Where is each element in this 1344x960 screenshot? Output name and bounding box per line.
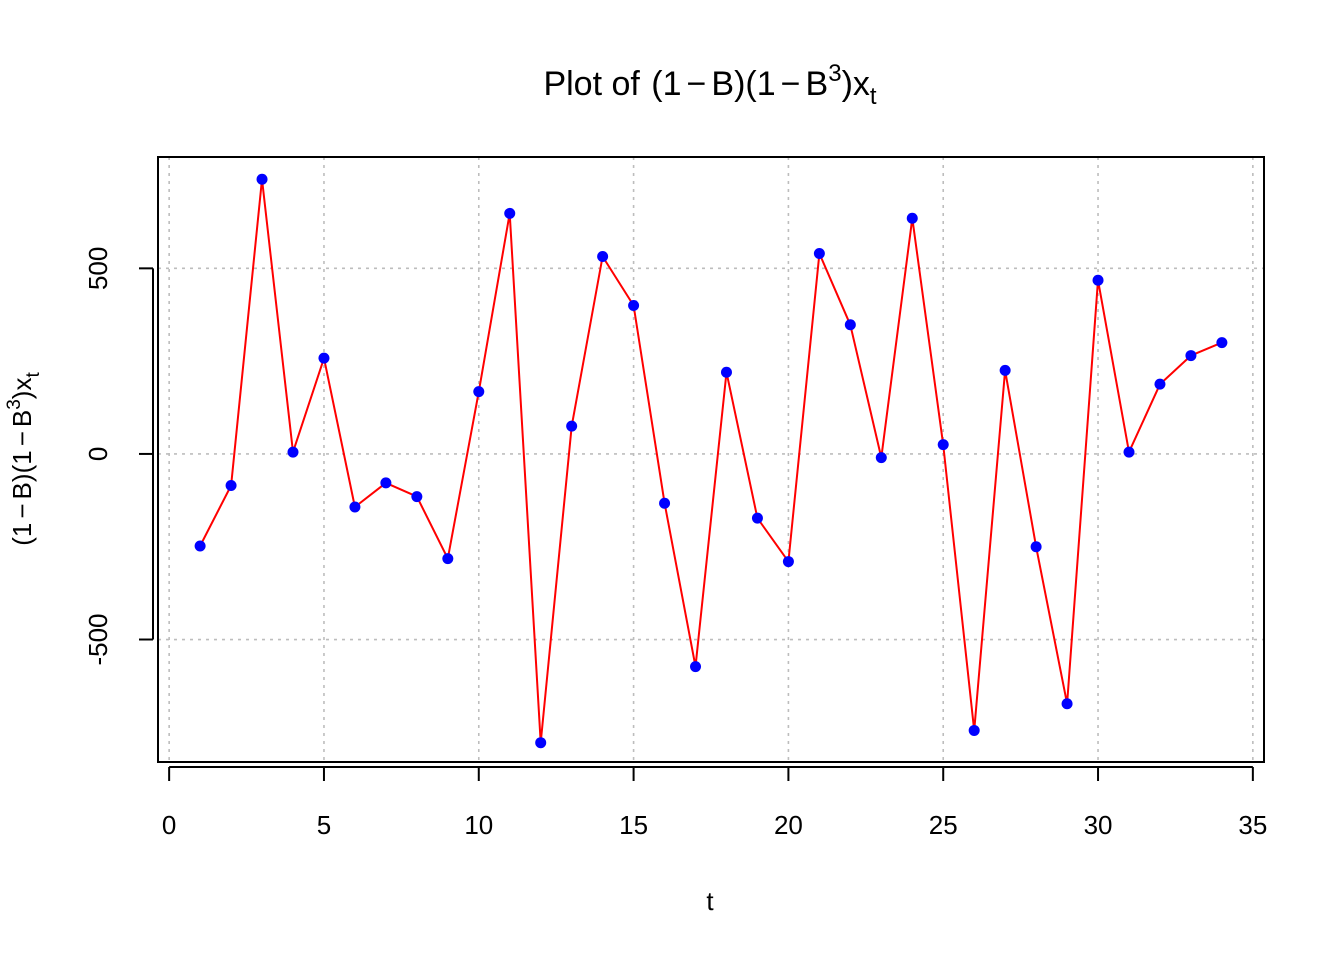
data-point [1030,541,1042,553]
data-point [720,366,732,378]
data-point [349,501,361,513]
data-point [751,512,763,524]
x-tick-label: 30 [1084,810,1113,840]
data-point [1216,337,1228,349]
y-tick-label: 0 [83,447,113,461]
series-line [199,178,1223,744]
grid [158,157,1264,762]
data-point [535,737,547,749]
x-tick-label: 10 [464,810,493,840]
x-tick-label: 5 [317,810,331,840]
data-point [937,439,949,451]
data-point [597,250,609,262]
data-point [628,299,640,311]
x-tick-label: 20 [774,810,803,840]
data-point [225,479,237,491]
data-point [1092,274,1104,286]
y-tick-label: 500 [83,247,113,290]
data-point [256,173,268,185]
data-point [1061,698,1073,710]
data-point [411,491,423,503]
data-point [782,556,794,568]
data-point [1154,378,1166,390]
data-point [906,212,918,224]
data-point [287,446,299,458]
data-point [968,724,980,736]
chart-title: Plot of (1− B)(1− B3)xt [543,60,876,110]
data-point [1123,446,1135,458]
x-tick-label: 25 [929,810,958,840]
data-point [380,477,392,489]
x-tick-label: 0 [162,810,176,840]
data-point [999,364,1011,376]
x-tick-label: 35 [1238,810,1267,840]
data-point [690,661,702,673]
y-axis-label: (1−B)(1−B3)xt [4,372,44,546]
x-axis-label: t [706,886,714,916]
data-point [813,248,825,260]
x-tick-label: 15 [619,810,648,840]
data-point [318,352,330,364]
data-point [442,553,454,565]
plot-frame [157,156,1265,763]
data-point [473,386,485,398]
y-tick-label: -500 [83,613,113,665]
series-layer [194,173,1228,749]
data-point [659,497,671,509]
data-point [875,452,887,464]
y-axis: -500 0 500 [83,247,154,666]
data-point [1185,350,1197,362]
data-point [566,420,578,432]
data-point [844,319,856,331]
data-point [194,540,206,552]
x-axis: 0 5 10 15 20 25 30 35 [162,766,1267,840]
data-point [504,207,516,219]
